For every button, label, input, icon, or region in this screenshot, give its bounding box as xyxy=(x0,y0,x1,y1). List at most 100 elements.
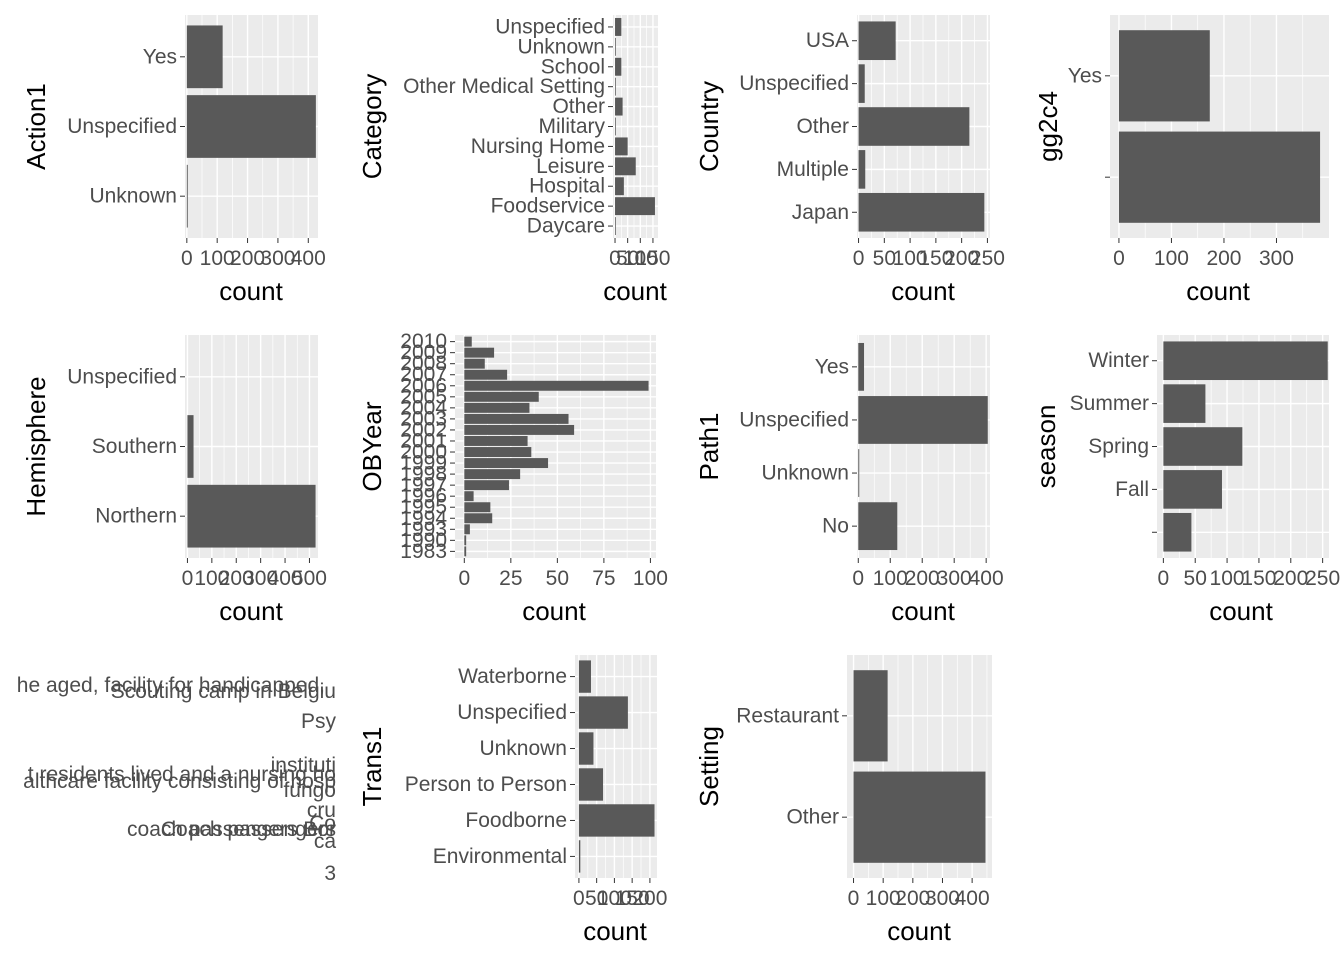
overflow-label-cluster: he aged, facility for handicapped,Scouti… xyxy=(17,674,337,885)
x-tick-label: 0 xyxy=(853,247,865,270)
bar-1990 xyxy=(464,535,467,546)
category-label: Yes xyxy=(1068,64,1102,87)
category-label: Unspecified xyxy=(495,15,605,38)
x-tick-label: 100 xyxy=(633,567,668,590)
category-label: Military xyxy=(539,115,606,138)
category-label: Unspecified xyxy=(67,365,177,388)
overflow-label: t residents lived and a nursing ho xyxy=(28,763,336,786)
category-label: 2000 xyxy=(400,441,447,464)
bar-environmental xyxy=(578,840,581,873)
y-axis-title: Action1 xyxy=(21,83,51,170)
bar-yes xyxy=(858,342,865,391)
y-axis-title: Country xyxy=(694,81,724,172)
overflow-label: Scouting camp in Belgiu xyxy=(111,680,336,703)
category-label: Environmental xyxy=(433,845,567,868)
x-tick-label: 300 xyxy=(1259,247,1294,270)
category-label: Unknown xyxy=(479,737,567,760)
category-label: 2003 xyxy=(400,407,447,430)
category-label: Other Medical Setting xyxy=(403,75,605,98)
bar-hospital xyxy=(615,177,624,196)
overflow-label: coach passengers Bor xyxy=(127,818,336,841)
x-tick-label: 400 xyxy=(969,567,1004,590)
category-label: 1994 xyxy=(400,507,447,530)
bar-other xyxy=(858,107,970,146)
category-label: 2008 xyxy=(400,352,447,375)
x-axis-title: count xyxy=(219,276,283,306)
category-label: Waterborne xyxy=(458,665,567,688)
x-tick-label: 100 xyxy=(623,247,658,270)
x-tick-label: 100 xyxy=(1210,567,1245,590)
x-tick-label: 300 xyxy=(260,247,295,270)
x-tick-label: 100 xyxy=(194,567,229,590)
overflow-label: Psy xyxy=(301,710,337,733)
bar-unspecified xyxy=(578,696,628,729)
x-axis-title: count xyxy=(1186,276,1250,306)
category-label: 2009 xyxy=(400,341,447,364)
category-label: Spring xyxy=(1088,435,1149,458)
chart-panel-hemisphere: Northern Southern Unspecified 0 100200300400… xyxy=(21,335,327,626)
bar-leisure xyxy=(615,157,636,176)
category-label: School xyxy=(541,55,605,78)
x-tick-label: 0 xyxy=(458,567,470,590)
x-tick-label: 250 xyxy=(1305,567,1340,590)
x-tick-label: 50 xyxy=(585,887,608,910)
category-label: Unspecified xyxy=(739,72,849,95)
category-label: Other xyxy=(786,806,839,829)
bar-2001 xyxy=(464,436,528,446)
bar-yes xyxy=(186,25,223,89)
x-axis-title: count xyxy=(887,916,951,946)
category-label: 2007 xyxy=(400,363,447,386)
x-tick-label: 300 xyxy=(925,887,960,910)
bar-unspecified xyxy=(858,64,865,103)
category-label: Nursing Home xyxy=(471,135,605,158)
category-label: Foodborne xyxy=(465,809,567,832)
category-label: Person to Person xyxy=(405,773,567,796)
category-label: Multiple xyxy=(777,158,849,181)
bar-waterborne xyxy=(578,660,591,693)
category-label: 2002 xyxy=(400,418,447,441)
category-label: Japan xyxy=(792,201,849,224)
x-tick-label: 100 xyxy=(893,247,928,270)
category-label: 1990 xyxy=(400,529,447,552)
bar-2006 xyxy=(464,380,649,391)
category-label: Restaurant xyxy=(736,704,839,727)
x-tick-label: 50 xyxy=(873,247,896,270)
x-tick-label: 100 xyxy=(200,247,235,270)
category-label: 1983 xyxy=(400,540,447,563)
category-label: Leisure xyxy=(536,155,605,178)
bar-unknown xyxy=(186,164,188,228)
overflow-label: ca xyxy=(314,830,337,853)
x-tick-label: 150 xyxy=(1241,567,1276,590)
bar-no xyxy=(858,502,898,551)
x-tick-label: 50 xyxy=(1184,567,1207,590)
overflow-label: althcare facility consisting of hosp xyxy=(23,770,336,793)
category-label: 2005 xyxy=(400,385,447,408)
x-axis-title: count xyxy=(891,276,955,306)
bar-2004 xyxy=(464,402,530,413)
bar-fall xyxy=(1163,470,1222,509)
x-tick-label: 200 xyxy=(219,567,254,590)
bar-2000 xyxy=(464,447,532,457)
y-axis-title: Trans1 xyxy=(357,727,387,807)
bar-summer xyxy=(1163,384,1206,423)
category-label: Yes xyxy=(815,355,849,378)
category-label: Unspecified xyxy=(457,701,567,724)
x-tick-label: 200 xyxy=(1273,567,1308,590)
x-tick-label: 25 xyxy=(499,567,522,590)
bar-usa xyxy=(858,21,896,61)
bar-2007 xyxy=(464,369,508,380)
x-axis-title: count xyxy=(891,596,955,626)
category-label: Other xyxy=(552,95,605,118)
category-label: 1998 xyxy=(400,463,447,486)
x-tick-label: 200 xyxy=(632,887,667,910)
category-label: 1999 xyxy=(400,452,447,475)
category-label: Southern xyxy=(92,435,177,458)
x-tick-label: 100 xyxy=(1154,247,1189,270)
category-label: Unknown xyxy=(89,185,177,208)
x-tick-label: 0 xyxy=(182,567,194,590)
bar-northern xyxy=(187,484,316,548)
y-axis-title: Category xyxy=(357,74,387,180)
